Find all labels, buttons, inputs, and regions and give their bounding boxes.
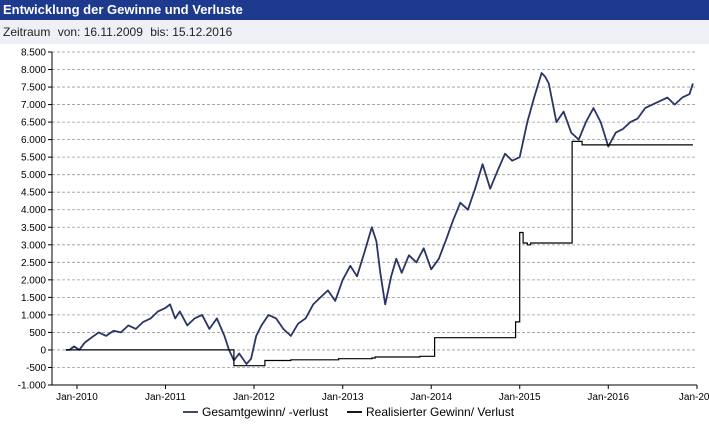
page-title: Entwicklung der Gewinne und Verluste (3, 2, 243, 17)
y-tick-label: 7.000 (21, 100, 46, 111)
chart-title-bar: Entwicklung der Gewinne und Verluste (0, 0, 709, 20)
x-tick-label: Jan-2011 (145, 392, 186, 403)
profit-loss-chart: -1.000 -500 0 500 1.000 1.500 2.000 2.500 3.000 3… (18, 48, 709, 420)
legend-label: Gesamtgewinn/ ‑verlust (202, 405, 329, 419)
range-label: Zeitraum (3, 25, 51, 39)
x-tick-label: Jan-2014 (410, 392, 452, 403)
y-tick-label: -1.000 (18, 381, 47, 392)
x-tick-label: Jan-2010 (56, 392, 98, 403)
y-tick-label: 1.000 (21, 310, 46, 321)
series-lines (65, 72, 694, 367)
date-range-bar: Zeitraum von: 16.11.2009 bis: 15.12.2016 (0, 20, 709, 44)
x-tick-label: Jan-2013 (322, 392, 364, 403)
y-tick-label: 4.000 (21, 205, 46, 216)
y-tick-label: 6.000 (21, 135, 46, 146)
series-line-realisiert (65, 140, 693, 367)
y-tick-label: 4.500 (21, 188, 46, 199)
legend-label: Realisierter Gewinn/ Verlust (366, 405, 515, 419)
x-tick-label: Jan-2012 (233, 392, 275, 403)
y-tick-label: 8.000 (21, 65, 46, 76)
y-tick-label: -500 (26, 363, 46, 374)
y-tick-label: 8.500 (21, 48, 46, 59)
x-tick-label: Jan-201 (679, 392, 709, 403)
axes: -1.000 -500 0 500 1.000 1.500 2.000 2.500 3.000 3… (18, 48, 709, 404)
x-tick-label: Jan-2016 (587, 392, 629, 403)
y-tick-label: 5.000 (21, 170, 46, 181)
y-tick-label: 6.500 (21, 118, 46, 129)
grid-lines (52, 51, 697, 386)
y-tick-label: 0 (40, 345, 46, 356)
range-to: bis: 15.12.2016 (150, 25, 233, 39)
y-tick-label: 2.500 (21, 258, 46, 269)
legend: Gesamtgewinn/ ‑verlust Realisierter Gewin… (183, 405, 515, 419)
y-tick-label: 5.500 (21, 153, 46, 164)
y-tick-label: 3.500 (21, 223, 46, 234)
y-tick-label: 1.500 (21, 293, 46, 304)
series-line-gesamtgewinn (65, 72, 694, 365)
y-tick-label: 2.000 (21, 275, 46, 286)
range-from: von: 16.11.2009 (57, 25, 143, 39)
y-tick-label: 500 (29, 328, 46, 339)
y-tick-label: 3.000 (21, 240, 46, 251)
y-tick-label: 7.500 (21, 83, 46, 94)
x-tick-label: Jan-2015 (499, 392, 541, 403)
